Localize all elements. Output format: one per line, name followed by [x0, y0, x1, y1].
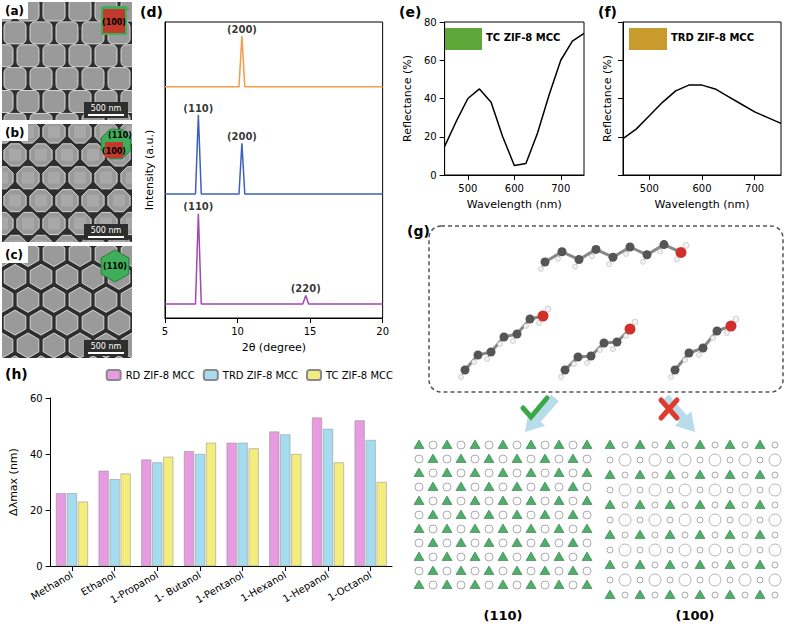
svg-text:500 nm: 500 nm: [91, 104, 122, 113]
svg-text:500: 500: [458, 183, 477, 194]
svg-text:TC ZIF-8 MCC: TC ZIF-8 MCC: [325, 370, 393, 381]
svg-text:(c): (c): [5, 248, 23, 262]
svg-text:5: 5: [162, 326, 168, 337]
svg-text:(f): (f): [598, 4, 617, 20]
svg-text:60: 60: [424, 55, 437, 66]
svg-text:1- Butanol: 1- Butanol: [152, 569, 203, 605]
svg-text:(a): (a): [5, 4, 24, 18]
svg-text:RD ZIF-8 MCC: RD ZIF-8 MCC: [126, 370, 195, 381]
svg-text:(100): (100): [102, 18, 126, 27]
svg-text:1-Propanol: 1-Propanol: [108, 569, 160, 605]
svg-text:500 nm: 500 nm: [91, 342, 122, 351]
svg-text:(100): (100): [102, 147, 126, 156]
svg-text:(d): (d): [140, 4, 163, 20]
svg-text:20: 20: [30, 505, 43, 516]
svg-text:700: 700: [745, 183, 764, 194]
svg-text:1-Hepanol: 1-Hepanol: [281, 569, 331, 604]
svg-text:(110): (110): [483, 608, 522, 623]
svg-text:Intensity (a.u.): Intensity (a.u.): [143, 130, 156, 211]
svg-text:60: 60: [30, 393, 43, 404]
svg-text:10: 10: [231, 326, 244, 337]
svg-text:(200): (200): [227, 131, 257, 142]
svg-text:500 nm: 500 nm: [91, 226, 122, 235]
svg-text:20: 20: [376, 326, 389, 337]
svg-text:TC ZIF-8 MCC: TC ZIF-8 MCC: [486, 32, 560, 43]
svg-text:700: 700: [551, 183, 570, 194]
svg-text:1-Octanol: 1-Octanol: [326, 569, 374, 603]
svg-text:(110): (110): [183, 201, 213, 212]
svg-text:Wavelength (nm): Wavelength (nm): [467, 198, 562, 211]
svg-text:(200): (200): [227, 24, 257, 35]
svg-text:(220): (220): [291, 283, 321, 294]
svg-text:0: 0: [430, 170, 436, 181]
svg-text:(g): (g): [407, 223, 430, 239]
svg-text:1-Pentanol: 1-Pentanol: [194, 569, 246, 605]
svg-text:(100): (100): [675, 608, 714, 623]
svg-text:(e): (e): [399, 4, 421, 20]
svg-text:15: 15: [304, 326, 317, 337]
svg-text:(h): (h): [5, 366, 28, 382]
svg-text:80: 80: [424, 17, 437, 28]
svg-text:0: 0: [36, 561, 42, 572]
svg-text:500: 500: [640, 183, 659, 194]
svg-text:600: 600: [692, 183, 711, 194]
svg-text:TRD ZIF-8 MCC: TRD ZIF-8 MCC: [671, 32, 754, 43]
svg-text:Ethanol: Ethanol: [79, 569, 118, 598]
svg-text:Δλmax (nm): Δλmax (nm): [7, 448, 20, 516]
svg-text:Wavelength (nm): Wavelength (nm): [654, 198, 749, 211]
svg-text:2θ (degree): 2θ (degree): [242, 341, 306, 354]
svg-text:(110): (110): [108, 131, 132, 140]
svg-text:Reflectance (%): Reflectance (%): [401, 55, 414, 142]
svg-text:600: 600: [505, 183, 524, 194]
svg-text:(b): (b): [5, 126, 25, 140]
svg-text:TRD ZIF-8 MCC: TRD ZIF-8 MCC: [222, 370, 298, 381]
svg-text:20: 20: [424, 131, 437, 142]
svg-text:1-Hexanol: 1-Hexanol: [239, 569, 288, 604]
svg-text:Methanol: Methanol: [29, 569, 75, 602]
svg-text:40: 40: [30, 449, 43, 460]
svg-text:(110): (110): [103, 262, 127, 271]
svg-text:(110): (110): [183, 103, 213, 114]
svg-text:Reflectance (%): Reflectance (%): [601, 55, 614, 142]
svg-text:40: 40: [424, 93, 437, 104]
